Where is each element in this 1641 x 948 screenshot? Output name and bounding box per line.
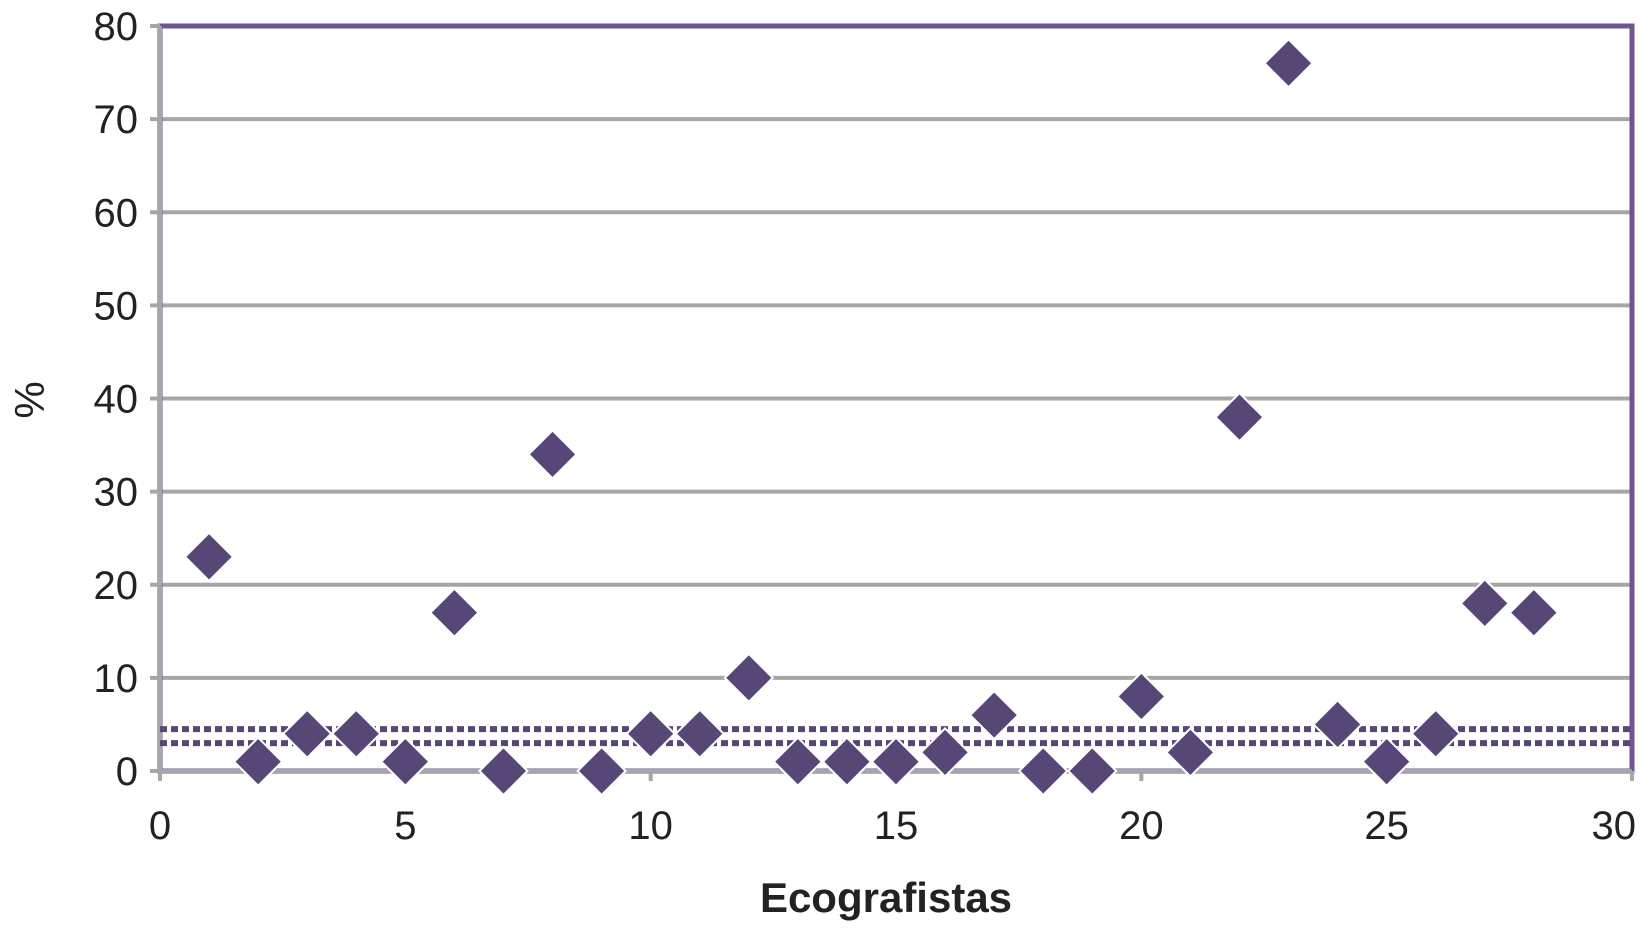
x-tick-label-25: 25 — [1364, 804, 1409, 848]
data-point-20 — [1115, 671, 1167, 722]
data-point-17 — [968, 689, 1020, 741]
data-point-15 — [870, 736, 922, 788]
x-axis-title: Ecografistas — [760, 874, 1012, 921]
data-point-3 — [281, 708, 333, 760]
data-point-7 — [478, 745, 529, 797]
data-point-10 — [625, 708, 677, 760]
data-point-23 — [1263, 37, 1314, 89]
data-point-19 — [1066, 745, 1118, 797]
y-tick-label-70: 70 — [94, 98, 139, 142]
data-point-27 — [1459, 577, 1511, 629]
data-point-9 — [576, 745, 628, 797]
y-tick-label-20: 20 — [94, 564, 139, 608]
data-point-16 — [919, 726, 971, 778]
data-point-18 — [1017, 745, 1069, 797]
data-point-22 — [1214, 391, 1265, 443]
data-point-8 — [527, 428, 578, 480]
y-tick-label-10: 10 — [94, 657, 139, 701]
x-tick-label-20: 20 — [1119, 804, 1164, 848]
data-points — [183, 37, 1560, 797]
data-point-14 — [821, 736, 873, 788]
y-tick-label-0: 0 — [116, 750, 138, 794]
x-tick-label-5: 5 — [394, 804, 416, 848]
data-point-4 — [330, 708, 382, 760]
y-tick-label-50: 50 — [94, 284, 139, 328]
y-tick-label-30: 30 — [94, 471, 139, 515]
x-tick-label-0: 0 — [149, 804, 171, 848]
data-point-5 — [379, 736, 431, 788]
x-tick-label-30: 30 — [1592, 804, 1637, 848]
data-point-2 — [232, 736, 284, 788]
grid-lines — [160, 117, 1632, 680]
data-point-1 — [183, 531, 235, 583]
data-point-28 — [1508, 587, 1560, 639]
y-axis-title: % — [6, 381, 53, 418]
x-tick-label-15: 15 — [874, 804, 919, 848]
data-point-13 — [772, 736, 824, 788]
y-tick-labels: 0 10 20 30 40 50 60 70 80 — [94, 5, 160, 794]
y-tick-label-40: 40 — [94, 378, 139, 422]
data-point-26 — [1410, 708, 1462, 760]
data-point-12 — [723, 652, 775, 704]
data-point-25 — [1361, 736, 1413, 788]
y-tick-label-80: 80 — [94, 5, 139, 49]
data-point-21 — [1164, 726, 1216, 778]
data-point-11 — [674, 708, 726, 760]
x-tick-label-10: 10 — [628, 804, 673, 848]
data-point-24 — [1312, 699, 1364, 750]
y-tick-label-60: 60 — [94, 191, 139, 235]
data-point-6 — [428, 587, 480, 639]
